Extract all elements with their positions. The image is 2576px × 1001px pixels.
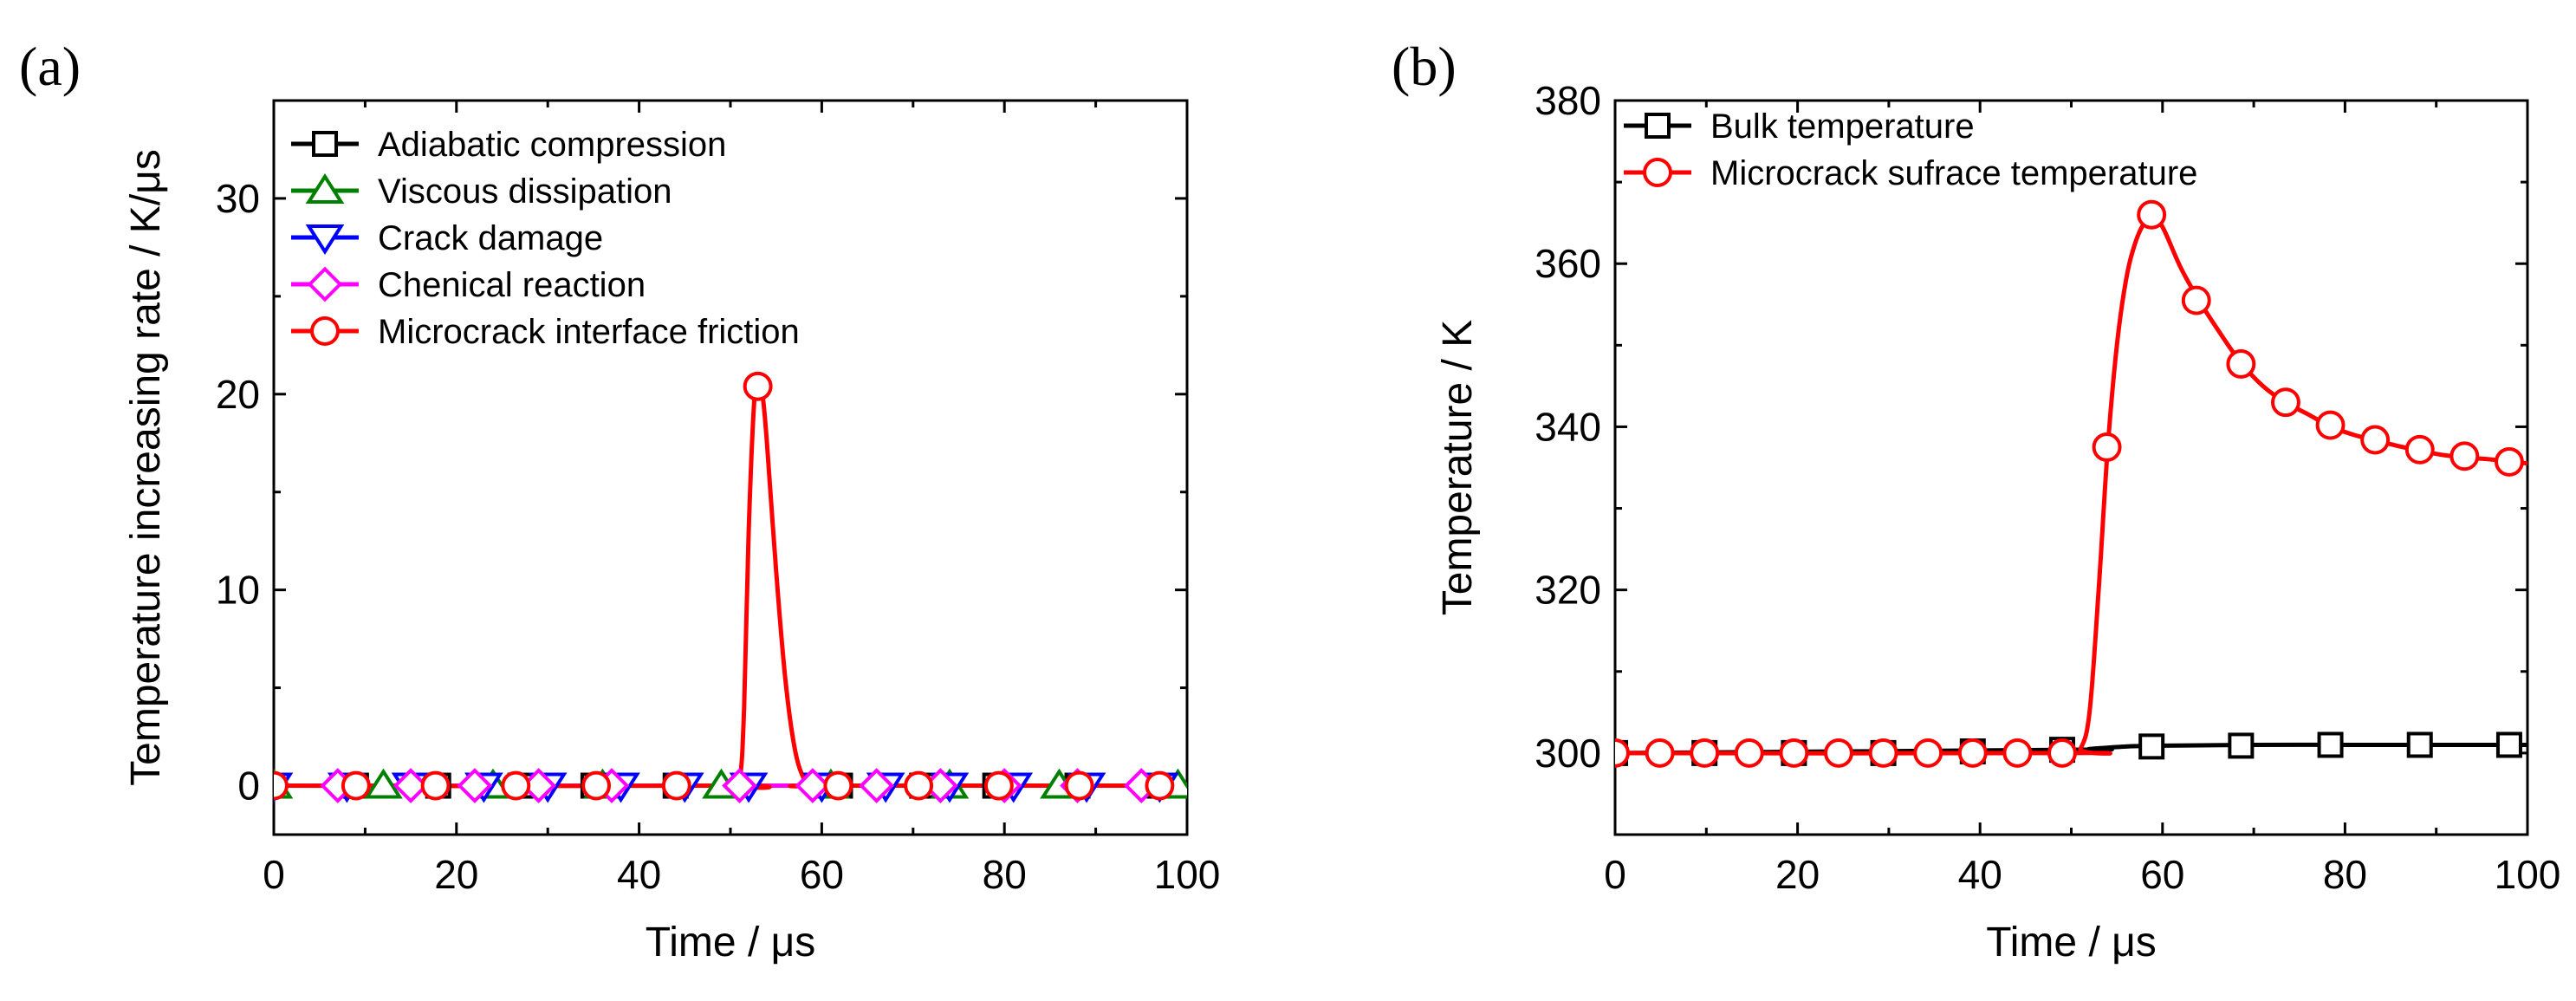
panel-a-legend-label-viscous-dissipation: Viscous dissipation [378,172,672,211]
panel-b-x-tick-label: 0 [1604,852,1626,897]
panel-a-x-axis-title: Time / μs [646,920,816,965]
panel-b-x-tick-label: 40 [1958,852,2002,897]
panel-b-series-line-microcrack-sufrace-temperature [1615,212,2527,756]
panel-a-point-microcrack-interface-friction [661,770,691,801]
panel-a-panel-label: (a) [19,36,81,97]
panel-b-y-tick-label: 340 [1535,404,1601,449]
panel-a-point-microcrack-interface-friction [420,770,451,801]
panel-b-point-bulk-temperature [2495,731,2522,758]
chart-panel-b: 0 20 40 60 80 100 300 320 340 360 380 Time / μs Temp… [1392,36,2560,965]
panel-b-x-tick-label: 20 [1775,852,1820,897]
panel-b-y-tick-label: 320 [1535,568,1601,613]
panel-a-x-tick-label: 20 [434,852,478,897]
panel-a-legend-label-crack-damage: Crack damage [378,219,603,257]
panel-a-legend-marker-crack-damage [305,224,345,255]
panel-b-point-microcrack-sufrace-temperature [2315,410,2346,440]
panel-b-x-tick-label: 80 [2323,852,2367,897]
panel-a-legend-label-chenical-reaction: Chenical reaction [378,266,646,304]
panel-a-legend-marker-adiabatic-compression [312,131,338,157]
panel-b-point-bulk-temperature [2138,733,2165,760]
panel-b-plot-frame [1613,99,2529,836]
panel-b-point-bulk-temperature [2317,731,2344,758]
panel-a-point-microcrack-interface-friction [501,770,531,801]
panel-a-plot-area [274,371,1187,803]
panel-a-y-tick-label: 20 [216,372,260,417]
panel-b-point-microcrack-sufrace-temperature [1824,738,1853,768]
panel-a-legend-marker-chenical-reaction [307,266,343,302]
panel-b-point-microcrack-sufrace-temperature [2449,441,2480,471]
panel-b-x-tick-label: 60 [2140,852,2184,897]
panel-a-legend-marker-microcrack-interface-friction [310,316,340,346]
panel-a-point-microcrack-interface-friction [1064,770,1094,801]
panel-a-point-chenical-reaction [393,768,429,803]
panel-a-series-line-microcrack-interface-friction [274,382,1187,790]
panel-a-y-tick-label: 0 [237,764,260,809]
panel-b-point-microcrack-sufrace-temperature [1645,738,1675,768]
panel-b-point-microcrack-sufrace-temperature [2002,738,2033,768]
panel-a-x-tick-label: 0 [263,852,285,897]
panel-a-x-tick-label: 100 [1154,852,1221,897]
panel-b-x-axis-title: Time / μs [1986,920,2157,965]
panel-b-y-tick-label: 380 [1535,78,1601,123]
panel-a-y-tick-label: 30 [216,176,260,221]
panel-a-plot-frame [272,99,1189,836]
panel-a-point-microcrack-interface-friction [581,770,612,801]
panel-b-point-microcrack-sufrace-temperature [2226,349,2256,379]
panel-b-point-microcrack-sufrace-temperature [2360,425,2391,455]
panel-b-plot-area [1615,199,2527,768]
panel-a-point-chenical-reaction [795,768,831,803]
panel-b-point-microcrack-sufrace-temperature [2404,434,2435,465]
panel-b-y-tick-label: 300 [1535,731,1601,776]
panel-b-legend-marker-microcrack-sufrace-temperature [1643,158,1672,187]
panel-a-legend-marker-viscous-dissipation [305,173,345,204]
panel-a-x-tick-label: 40 [617,852,661,897]
panel-a-point-chenical-reaction [859,768,895,803]
panel-b-point-microcrack-sufrace-temperature [2494,446,2524,477]
panel-a-y-tick-label: 10 [216,568,260,613]
panel-a-point-chenical-reaction [457,768,493,803]
panel-a-y-axis-title: Temperature increasing rate / K/μs [123,149,169,786]
panel-b-point-microcrack-sufrace-temperature [1615,738,1630,768]
chart-panel-a: 0 20 40 60 80 100 0 10 20 30 Time / μs Temperature … [19,36,1220,965]
panel-a-point-microcrack-interface-friction [983,770,1014,801]
panel-b-legend-marker-bulk-temperature [1645,113,1671,139]
panel-b-y-axis-title: Temperature / K [1435,320,1481,615]
panel-a-point-microcrack-interface-friction [274,770,289,801]
panel-a-legend-label-adiabatic-compression: Adiabatic compression [378,126,726,164]
panel-a-point-microcrack-interface-friction [823,770,853,801]
panel-a-point-microcrack-interface-friction [1145,770,1175,801]
panel-b-point-bulk-temperature [2228,732,2255,759]
panel-a-point-microcrack-interface-friction [743,371,773,401]
panel-b-point-microcrack-sufrace-temperature [2047,738,2077,768]
panel-a-legend: Adiabatic compression Viscous dissipation… [291,126,800,351]
panel-a-point-microcrack-interface-friction [341,770,371,801]
panel-b-point-microcrack-sufrace-temperature [1913,738,1943,768]
panel-a-point-microcrack-interface-friction [904,770,934,801]
panel-a-x-tick-label: 60 [800,852,844,897]
panel-b-x-tick-label: 100 [2495,852,2561,897]
panel-b-legend-label-bulk-temperature: Bulk temperature [1710,107,1975,146]
panel-b-point-microcrack-sufrace-temperature [1779,738,1809,768]
panel-b-point-microcrack-sufrace-temperature [1957,738,1988,768]
panel-a-x-tick-label: 80 [983,852,1027,897]
panel-b-point-bulk-temperature [2406,731,2433,758]
panel-b-legend-label-microcrack-sufrace-temperature: Microcrack sufrace temperature [1710,154,2197,192]
panel-a-legend-label-microcrack-interface-friction: Microcrack interface friction [378,313,800,351]
panel-b-point-microcrack-sufrace-temperature [2271,387,2300,418]
panel-b-point-microcrack-sufrace-temperature [2092,432,2122,462]
panel-b-legend: Bulk temperature Microcrack sufrace tempe… [1624,107,2197,192]
panel-b-point-microcrack-sufrace-temperature [1734,738,1764,768]
panel-b-point-microcrack-sufrace-temperature [1868,738,1898,768]
panel-b-point-microcrack-sufrace-temperature [2137,199,2167,230]
panel-a-point-viscous-dissipation [364,768,403,799]
panel-b-point-microcrack-sufrace-temperature [1690,738,1720,768]
panel-b-y-tick-label: 360 [1535,241,1601,286]
panel-b-point-microcrack-sufrace-temperature [2181,285,2211,315]
panel-b-panel-label: (b) [1392,36,1457,97]
panel-a-point-chenical-reaction [722,768,757,803]
